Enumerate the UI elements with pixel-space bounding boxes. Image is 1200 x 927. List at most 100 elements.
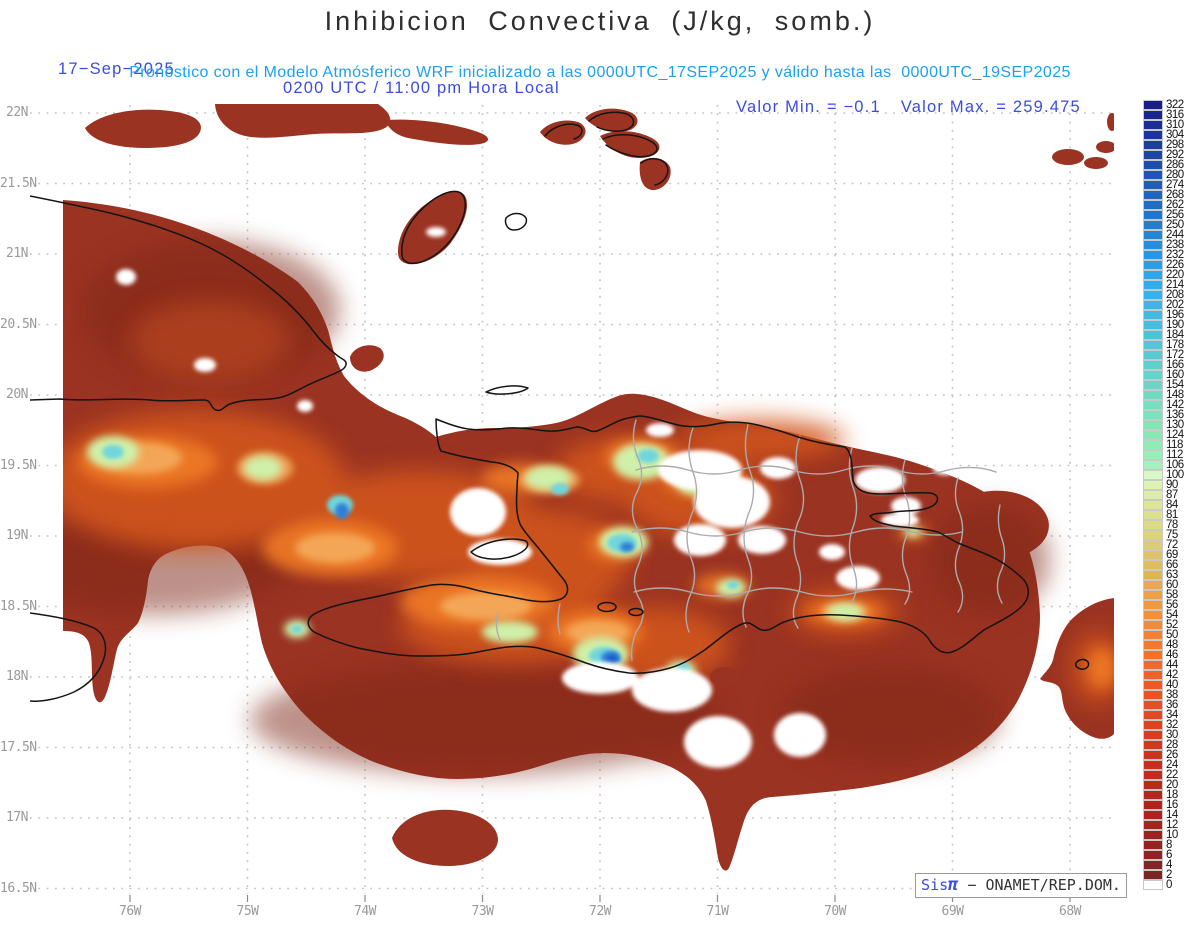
coast-cuba bbox=[30, 195, 347, 412]
pi-symbol: π bbox=[948, 875, 959, 895]
colorbar-cell bbox=[1143, 430, 1163, 440]
colorbar-label: 40 bbox=[1166, 678, 1178, 691]
colorbar-cell bbox=[1143, 110, 1163, 120]
colorbar-cell bbox=[1143, 770, 1163, 780]
colorbar-cell bbox=[1143, 710, 1163, 720]
colorbar-cell bbox=[1143, 180, 1163, 190]
colorbar-label: 322 bbox=[1166, 98, 1184, 111]
cin-islet-1 bbox=[710, 667, 740, 687]
colorbar-cell bbox=[1143, 440, 1163, 450]
colorbar-cell bbox=[1143, 870, 1163, 880]
colorbar-label: 202 bbox=[1166, 298, 1184, 311]
colorbar-label: 166 bbox=[1166, 358, 1184, 371]
colorbar-cell bbox=[1143, 470, 1163, 480]
cin-blob-bahamas-1 bbox=[85, 109, 201, 148]
colorbar-label: 316 bbox=[1166, 108, 1184, 121]
colorbar-label: 0 bbox=[1166, 878, 1172, 891]
colorbar-label: 298 bbox=[1166, 138, 1184, 151]
deep-blue-hotspot bbox=[607, 655, 617, 663]
x-axis-label: 76W bbox=[119, 904, 141, 919]
colorbar-cell bbox=[1143, 560, 1163, 570]
colorbar-cell bbox=[1143, 800, 1163, 810]
colorbar-label: 238 bbox=[1166, 238, 1184, 251]
cin-blob-atlantic-3 bbox=[1096, 141, 1114, 153]
coast-mona-island bbox=[1075, 658, 1090, 670]
colorbar-cell bbox=[1143, 700, 1163, 710]
colorbar-label: 90 bbox=[1166, 478, 1178, 491]
colorbar-cell bbox=[1143, 410, 1163, 420]
cin-blob-caicos-4 bbox=[639, 157, 671, 191]
colorbar-cell bbox=[1143, 720, 1163, 730]
colorbar-label: 100 bbox=[1166, 468, 1184, 481]
colorbar-cell bbox=[1143, 340, 1163, 350]
colorbar-cell bbox=[1143, 170, 1163, 180]
x-axis-label: 74W bbox=[354, 904, 376, 919]
y-axis-label: 16.5N bbox=[0, 880, 37, 896]
colorbar-label: 196 bbox=[1166, 308, 1184, 321]
colorbar-label: 6 bbox=[1166, 848, 1172, 861]
y-axis-label: 18.5N bbox=[0, 598, 37, 614]
colorbar-label: 10 bbox=[1166, 828, 1178, 841]
max-value: Valor Max. = 259.475 bbox=[900, 98, 1081, 116]
colorbar-cell bbox=[1143, 200, 1163, 210]
colorbar-label: 84 bbox=[1166, 498, 1178, 511]
colorbar-cell bbox=[1143, 750, 1163, 760]
colorbar-cell bbox=[1143, 100, 1163, 110]
cin-blob-south-oval bbox=[392, 809, 498, 866]
colorbar-label: 124 bbox=[1166, 428, 1184, 441]
colorbar-label: 268 bbox=[1166, 188, 1184, 201]
colorbar-label: 214 bbox=[1166, 278, 1184, 291]
cin-islet-2 bbox=[738, 647, 752, 657]
cin-shading-field bbox=[63, 104, 1114, 871]
colorbar-label: 286 bbox=[1166, 158, 1184, 171]
colorbar-cell bbox=[1143, 630, 1163, 640]
colorbar-cell bbox=[1143, 860, 1163, 870]
page-title: Inhibicion Convectiva (J/kg, somb.) bbox=[324, 6, 876, 36]
colorbar-label: 22 bbox=[1166, 768, 1178, 781]
x-axis-label: 73W bbox=[471, 904, 494, 919]
colorbar-cell bbox=[1143, 330, 1163, 340]
colorbar-cell bbox=[1143, 730, 1163, 740]
cin-blob-bahamas-3 bbox=[385, 119, 489, 145]
colorbar-label: 16 bbox=[1166, 798, 1178, 811]
lake-saumatre bbox=[597, 601, 617, 613]
coast-caicos-1 bbox=[544, 123, 583, 140]
colorbar-cell bbox=[1143, 130, 1163, 140]
colorbar-label: 130 bbox=[1166, 418, 1184, 431]
colorbar-label: 256 bbox=[1166, 208, 1184, 221]
coast-great-inagua bbox=[401, 190, 466, 264]
colorbar-cell bbox=[1143, 880, 1163, 890]
colorbar-label: 178 bbox=[1166, 338, 1184, 351]
colorbar-label: 154 bbox=[1166, 378, 1184, 391]
colorbar-cell bbox=[1143, 240, 1163, 250]
x-axis-label: 75W bbox=[236, 904, 259, 919]
colorbar-label: 148 bbox=[1166, 388, 1184, 401]
x-axis-label: 68W bbox=[1059, 904, 1081, 919]
colorbar-cell bbox=[1143, 640, 1163, 650]
colorbar-label: 60 bbox=[1166, 578, 1178, 591]
y-axis-label: 19N bbox=[6, 528, 28, 543]
colorbar-label: 244 bbox=[1166, 228, 1184, 241]
cin-blob-atlantic-1 bbox=[1052, 149, 1084, 165]
colorbar-label: 34 bbox=[1166, 708, 1178, 721]
colorbar-cell bbox=[1143, 540, 1163, 550]
credit-badge: Sisπ − ONAMET/REP.DOM. bbox=[915, 873, 1127, 898]
coast-little-inagua bbox=[504, 212, 528, 231]
colorbar-label: 24 bbox=[1166, 758, 1178, 771]
colorbar-label: 72 bbox=[1166, 538, 1178, 551]
y-axis-label: 18N bbox=[6, 669, 28, 684]
colorbar-label: 58 bbox=[1166, 588, 1178, 601]
cin-blob-atlantic-4 bbox=[1107, 113, 1114, 131]
colorbar-label: 52 bbox=[1166, 618, 1178, 631]
colorbar-label: 160 bbox=[1166, 368, 1184, 381]
minmax-values: Valor Min. = −0.1 Valor Max. = 259.475 bbox=[736, 98, 1101, 117]
colorbar-cell bbox=[1143, 260, 1163, 270]
y-axis-label: 20.5N bbox=[0, 316, 37, 332]
x-axis-label: 71W bbox=[706, 904, 729, 919]
colorbar-cell bbox=[1143, 310, 1163, 320]
colorbar-label: 280 bbox=[1166, 168, 1184, 181]
colorbar-cell bbox=[1143, 380, 1163, 390]
province-borders bbox=[495, 419, 1006, 661]
min-value: Valor Min. = −0.1 bbox=[736, 98, 881, 116]
